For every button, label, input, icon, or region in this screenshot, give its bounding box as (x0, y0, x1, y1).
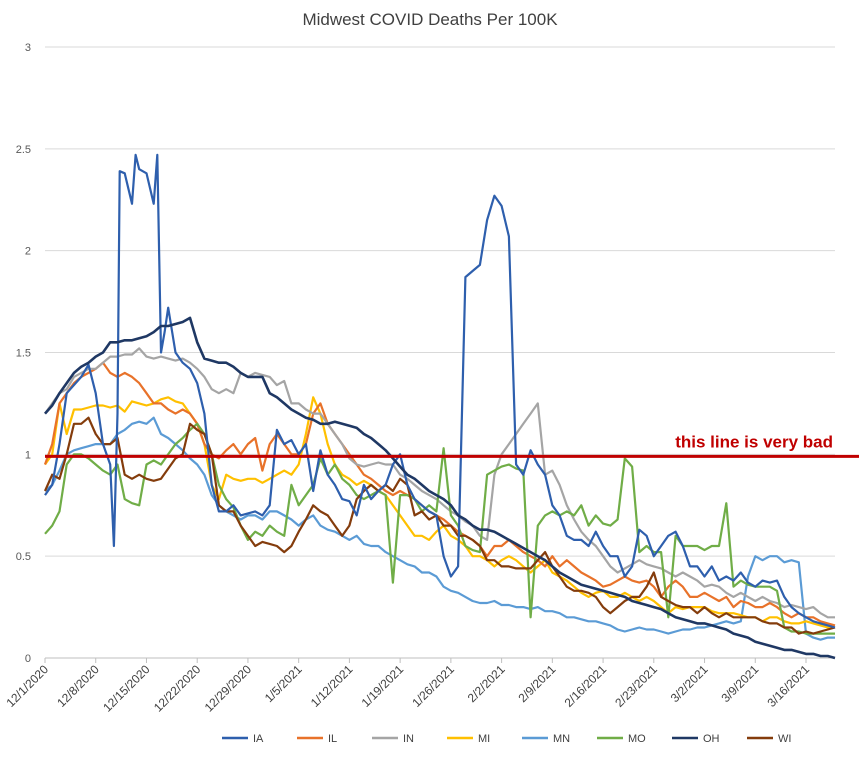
y-tick-label: 0.5 (16, 551, 31, 563)
y-tick-label: 1 (25, 449, 31, 461)
x-tick-label: 1/12/2021 (308, 662, 356, 710)
series-lines (43, 153, 836, 660)
x-tick-label: 3/9/2021 (718, 662, 761, 705)
y-tick-label: 1.5 (16, 348, 31, 360)
y-axis-ticks: 0 0.5 1 1.5 2 2.5 3 (16, 42, 31, 665)
x-tick-label: 12/1/2020 (3, 662, 51, 710)
x-tick-label: 1/26/2021 (409, 662, 457, 710)
legend-label-mo: MO (628, 733, 646, 745)
series-line-oh (44, 316, 836, 660)
y-tick-label: 3 (25, 42, 31, 54)
y-tick-label: 0 (25, 653, 31, 665)
series-line-mo (44, 422, 835, 635)
chart-title: Midwest COVID Deaths Per 100K (302, 10, 558, 29)
legend-label-il: IL (328, 733, 337, 745)
legend-label-wi: WI (778, 733, 791, 745)
x-tick-label: 1/19/2021 (359, 662, 407, 710)
x-tick-label: 2/16/2021 (562, 662, 610, 710)
x-axis-ticks: 12/1/2020 12/8/202012/15/202012/22/202012… (3, 658, 812, 715)
legend-label-mn: MN (553, 733, 570, 745)
series-line-mn (44, 416, 835, 641)
legend: IA IL IN MI MN MO OH WI (222, 733, 791, 745)
x-tick-label: 12/22/2020 (151, 662, 204, 715)
x-tick-label: 3/16/2021 (764, 662, 812, 710)
x-tick-label: 3/2/2021 (668, 662, 711, 705)
x-tick-label: 2/9/2021 (516, 662, 559, 705)
y-tick-label: 2.5 (16, 144, 31, 156)
legend-label-oh: OH (703, 733, 720, 745)
legend-label-ia: IA (253, 733, 264, 745)
legend-label-mi: MI (478, 733, 490, 745)
x-tick-label: 12/8/2020 (54, 662, 102, 710)
series-line-ia (44, 153, 836, 629)
gridlines (45, 46, 835, 659)
series-line-in (44, 347, 835, 619)
x-tick-label: 2/23/2021 (612, 662, 660, 710)
reference-line-label: this line is very bad (675, 432, 833, 451)
series-line-il (43, 361, 836, 627)
reference-line-group: this line is very bad (45, 432, 859, 458)
x-tick-label: 1/5/2021 (262, 662, 305, 705)
legend-label-in: IN (403, 733, 414, 745)
y-tick-label: 2 (25, 246, 31, 258)
x-tick-label: 2/2/2021 (465, 662, 508, 705)
x-tick-label: 12/15/2020 (100, 662, 153, 715)
x-tick-label: 12/29/2020 (202, 662, 255, 715)
